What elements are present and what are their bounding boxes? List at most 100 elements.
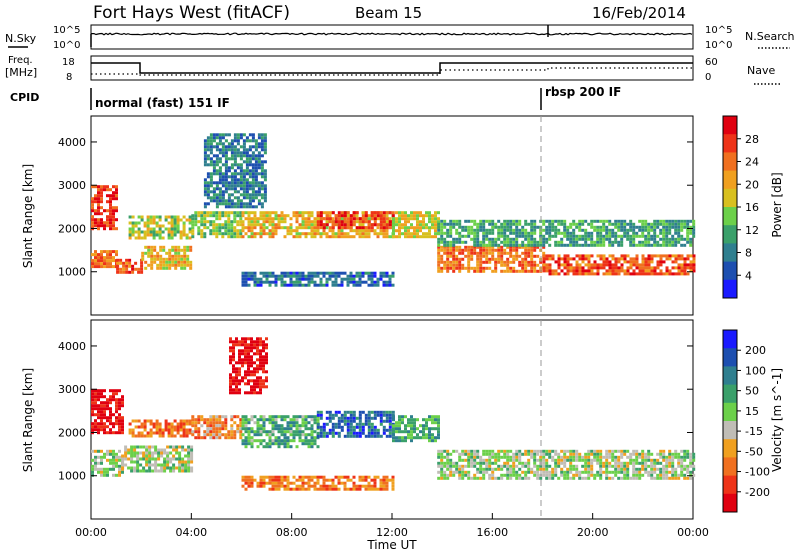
heatmap-cell [103,401,106,405]
heatmap-cell [154,457,158,461]
heatmap-cell [370,217,374,221]
heatmap-cell [170,422,174,426]
heatmap-cell [677,234,681,238]
heatmap-cell [194,223,198,227]
heatmap-cell [470,254,474,258]
heatmap-cell [112,392,115,396]
heatmap-cell [254,148,258,152]
heatmap-cell [349,434,353,438]
heatmap-cell [572,269,576,273]
heatmap-cell [130,451,134,455]
heatmap-cell [644,272,648,276]
heatmap-cell [150,248,154,252]
heatmap-cell [238,340,241,344]
heatmap-cell [370,226,374,230]
heatmap-cell [509,248,513,252]
heatmap-cell [221,145,225,149]
heatmap-cell [689,266,693,270]
heatmap-cell [340,217,344,221]
heatmap-cell [301,271,305,275]
heatmap-cell [596,458,600,462]
heatmap-cell [470,219,474,223]
heatmap-cell [346,478,350,482]
heatmap-cell [379,413,383,417]
heatmap-cell [599,225,603,229]
heatmap-cell [671,470,675,474]
heatmap-cell [233,148,237,152]
heatmap-cell [250,343,253,347]
heatmap-cell [611,269,615,273]
heatmap-cell [178,469,182,473]
heatmap-cell [569,458,573,462]
heatmap-cell [112,425,115,429]
heatmap-cell [307,232,311,236]
heatmap-cell [425,418,428,422]
heatmap-cell [656,272,660,276]
heatmap-cell [215,214,219,218]
heatmap-cell [164,428,168,432]
heatmap-cell [224,415,228,419]
heatmap-cell [497,219,501,223]
heatmap-cell [212,163,216,167]
heatmap-cell [563,225,567,229]
heatmap-cell [401,436,404,440]
heatmap-cell [182,221,186,225]
heatmap-cell [178,457,182,461]
heatmap-cell [331,431,335,435]
heatmap-cell [551,458,555,462]
heatmap-cell [491,476,495,480]
heatmap-cell [133,445,137,449]
heatmap-cell [268,280,272,284]
heatmap-cell [289,274,293,278]
heatmap-cell [250,217,254,221]
heatmap-cell [440,219,444,223]
heatmap-cell [247,214,251,218]
heatmap-cell [142,466,146,470]
heatmap-cell [455,467,459,471]
heatmap-cell [641,266,645,270]
heatmap-cell [434,214,437,218]
heatmap-cell [557,222,561,226]
heatmap-cell [310,442,314,446]
heatmap-cell [608,237,612,241]
heatmap-cell [497,254,501,258]
heatmap-cell [476,470,480,474]
heatmap-cell [587,266,591,270]
heatmap-cell [242,154,246,158]
heatmap-cell [331,478,335,482]
heatmap-cell [668,455,672,459]
heatmap-cell [361,235,365,239]
heatmap-cell [250,364,253,368]
heatmap-cell [316,431,320,435]
heatmap-cell [473,231,477,235]
heatmap-cell [527,470,531,474]
heatmap-cell [172,457,176,461]
heatmap-cell [218,415,222,419]
heatmap-cell [554,228,558,232]
heatmap-cell [244,343,247,347]
heatmap-cell [224,214,228,218]
heatmap-cell [617,476,621,480]
heatmap-cell [608,234,612,238]
heatmap-cell [440,470,444,474]
heatmap-cell [271,418,275,422]
heatmap-cell [209,148,213,152]
heatmap-cell [683,243,687,247]
heatmap-cell [277,439,281,443]
heatmap-cell [620,240,624,244]
heatmap-cell [175,445,179,449]
heatmap-cell [367,428,371,432]
heatmap-cell [203,151,207,155]
heatmap-cell [373,434,377,438]
heatmap-cell [692,467,696,471]
heatmap-cell [379,422,383,426]
colorbar-tick-label: 20 [745,178,759,191]
heatmap-cell [683,467,687,471]
heatmap-cell [437,260,441,264]
heatmap-cell [587,243,591,247]
heatmap-cell [239,220,243,224]
heatmap-cell [137,227,141,231]
heatmap-cell [194,436,198,440]
heatmap-cell [263,178,267,182]
heatmap-cell [325,283,329,287]
